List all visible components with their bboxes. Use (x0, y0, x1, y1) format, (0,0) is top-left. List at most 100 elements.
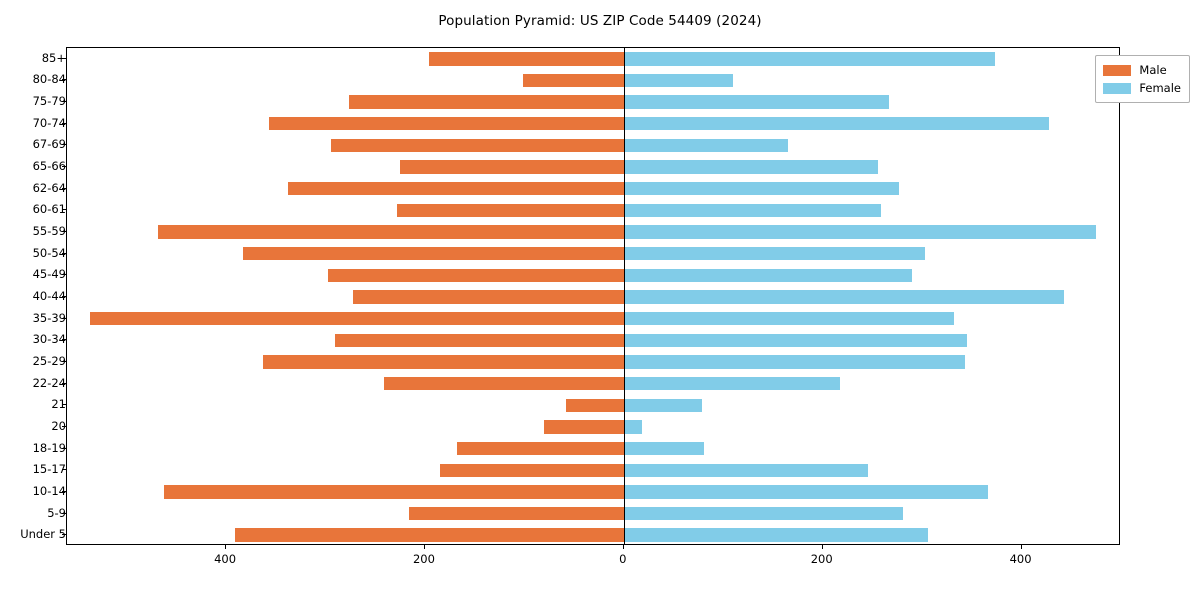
y-tick-label: 15-17 (32, 462, 66, 477)
bar-female (623, 290, 1065, 304)
bar-male (235, 528, 624, 542)
y-tick-mark (62, 231, 66, 233)
y-tick-label: 25-29 (32, 353, 66, 368)
y-tick-label: 70-74 (32, 115, 66, 130)
y-tick-label: 67-69 (32, 137, 66, 152)
bar-male (158, 225, 624, 239)
legend-swatch-icon (1103, 64, 1132, 76)
plot-area (66, 47, 1120, 545)
y-tick-label: 75-79 (32, 94, 66, 109)
bar-male (349, 95, 624, 109)
y-tick-mark (62, 425, 66, 427)
bars-layer (67, 48, 1119, 544)
bar-female (623, 138, 788, 153)
legend-swatch-icon (1103, 82, 1132, 94)
y-tick-mark (62, 512, 66, 514)
bar-male (353, 290, 624, 304)
y-tick-label: 5-9 (47, 505, 66, 520)
y-tick-label: 55-59 (32, 224, 66, 239)
y-tick-mark (62, 404, 66, 406)
bar-female (623, 73, 734, 88)
y-tick-label: 62-64 (32, 180, 66, 195)
bar-male (89, 311, 624, 326)
bar-row (67, 246, 1119, 261)
y-tick-label: 21 (51, 397, 66, 412)
y-tick-label: 10-14 (32, 483, 66, 498)
y-tick-mark (62, 209, 66, 211)
y-tick-mark (62, 469, 66, 471)
bar-female (623, 52, 995, 66)
legend-entry-male[interactable]: Male (1103, 61, 1181, 79)
x-tick-mark (821, 545, 823, 549)
bar-female (623, 398, 703, 412)
y-tick-mark (62, 144, 66, 146)
bar-female (623, 355, 965, 369)
bar-row (67, 160, 1119, 174)
y-tick-mark (62, 57, 66, 59)
legend-label: Female (1139, 81, 1181, 95)
x-tick-label: 200 (412, 552, 435, 566)
bar-female (623, 376, 840, 391)
y-tick-label: 30-34 (32, 332, 66, 347)
bar-row (67, 203, 1119, 218)
y-tick-label: 35-39 (32, 310, 66, 325)
x-tick-mark (423, 545, 425, 549)
bar-female (623, 420, 642, 434)
bar-row (67, 376, 1119, 391)
bar-row (67, 290, 1119, 304)
bar-male (327, 268, 624, 283)
bar-male (400, 160, 624, 174)
y-tick-label: 60-61 (32, 202, 66, 217)
bar-male (330, 138, 624, 153)
x-tick-mark (1020, 545, 1022, 549)
x-tick-mark (622, 545, 624, 549)
legend: Male Female (1095, 55, 1190, 103)
bar-row (67, 333, 1119, 347)
y-tick-label: 22-24 (32, 375, 66, 390)
bar-female (623, 225, 1097, 239)
bar-male (262, 355, 624, 369)
bar-male (242, 246, 624, 261)
legend-label: Male (1139, 63, 1167, 77)
y-tick-mark (62, 101, 66, 103)
bar-male (523, 73, 624, 88)
y-tick-mark (62, 79, 66, 81)
bar-row (67, 463, 1119, 477)
y-tick-label: 65-66 (32, 159, 66, 174)
bar-row (67, 138, 1119, 153)
y-tick-mark (62, 382, 66, 384)
bar-male (409, 506, 624, 521)
bar-female (623, 203, 882, 218)
bar-male (566, 398, 624, 412)
y-axis: 85+ 80-84 75-79 70-74 67-69 65-66 62-64 60-61 55… (0, 0, 66, 600)
x-tick-label: 400 (214, 552, 237, 566)
bar-row (67, 52, 1119, 66)
bar-row (67, 117, 1119, 131)
bar-female (623, 333, 967, 347)
x-tick-label: 200 (810, 552, 833, 566)
bar-row (67, 182, 1119, 196)
bar-female (623, 160, 879, 174)
bar-male (287, 182, 624, 196)
bar-row (67, 528, 1119, 542)
bar-male (544, 420, 624, 434)
bar-female (623, 311, 954, 326)
legend-entry-female[interactable]: Female (1103, 79, 1181, 97)
y-tick-mark (62, 534, 66, 536)
x-tick-label: 400 (1009, 552, 1032, 566)
y-tick-mark (62, 317, 66, 319)
bar-female (623, 528, 929, 542)
y-tick-mark (62, 360, 66, 362)
y-tick-mark (62, 252, 66, 254)
bar-row (67, 506, 1119, 521)
bar-row (67, 485, 1119, 499)
x-tick-mark (225, 545, 227, 549)
bar-female (623, 95, 890, 109)
y-tick-label: 20 (51, 418, 66, 433)
bar-row (67, 398, 1119, 412)
bar-row (67, 225, 1119, 239)
bar-female (623, 441, 705, 456)
bar-row (67, 311, 1119, 326)
